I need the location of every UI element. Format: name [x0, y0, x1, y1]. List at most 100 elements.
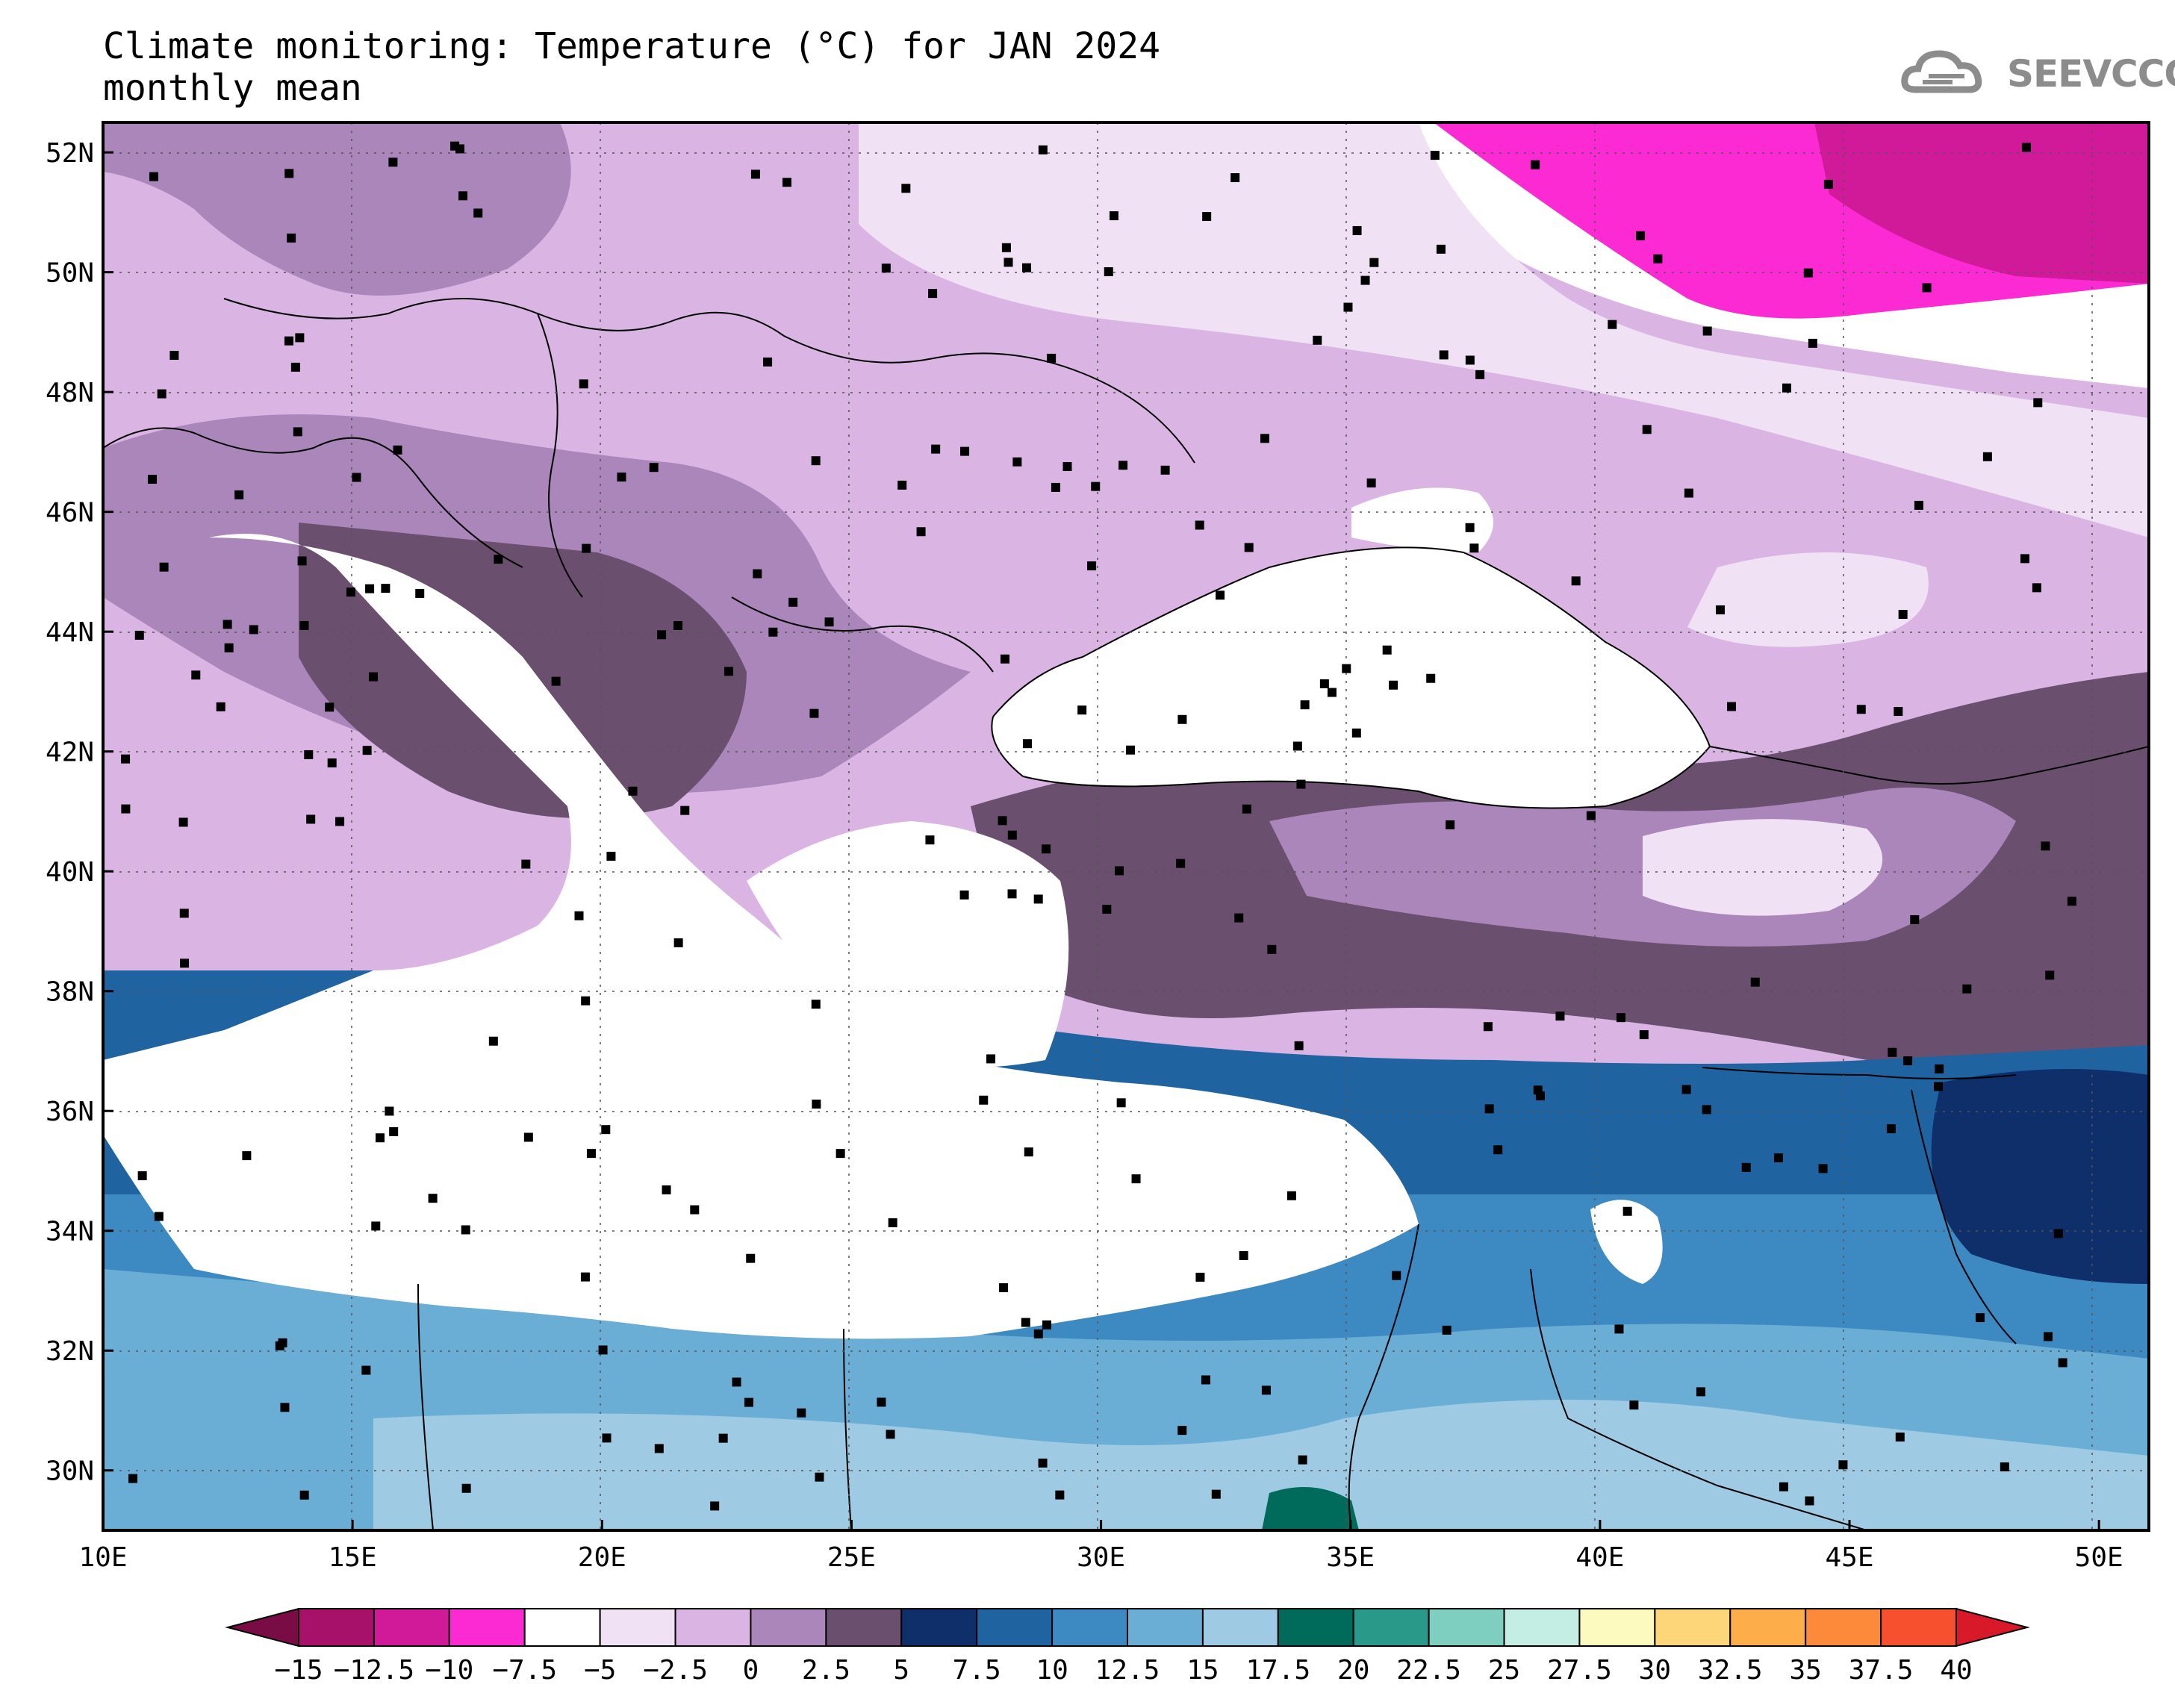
station-marker: [931, 444, 941, 454]
station-marker: [1000, 654, 1009, 664]
colorbar-swatch: [976, 1608, 1054, 1647]
station-marker: [877, 1397, 886, 1407]
station-marker: [1038, 145, 1048, 155]
x-tick-label: 10E: [78, 1542, 127, 1573]
station-marker: [1091, 481, 1101, 491]
colorbar-label: −15: [274, 1655, 323, 1686]
station-marker: [1296, 779, 1306, 789]
station-marker: [216, 702, 225, 711]
station-marker: [368, 672, 378, 682]
station-marker: [788, 597, 798, 607]
station-marker: [1109, 211, 1118, 221]
station-marker: [494, 555, 503, 564]
station-marker: [1244, 543, 1254, 552]
station-marker: [1493, 1145, 1503, 1155]
colorbar-swatch: [900, 1608, 978, 1647]
station-marker: [1342, 664, 1351, 673]
station-marker: [346, 587, 356, 597]
colorbar-label: 27.5: [1547, 1655, 1612, 1686]
station-marker: [881, 264, 891, 273]
station-marker: [1639, 1030, 1649, 1040]
station-marker: [811, 1000, 821, 1009]
station-marker: [1773, 1153, 1783, 1163]
station-marker: [1292, 741, 1302, 751]
station-marker: [297, 556, 307, 566]
colorbar-swatch: [1729, 1608, 1807, 1647]
station-marker: [352, 473, 361, 482]
station-marker: [2058, 1358, 2067, 1368]
colorbar-label: −12.5: [334, 1655, 414, 1686]
station-marker: [582, 543, 591, 553]
station-marker: [299, 620, 309, 630]
x-tick-label: 50E: [2075, 1542, 2123, 1573]
station-marker: [928, 289, 938, 299]
station-marker: [579, 379, 588, 389]
y-tick-label: 50N: [46, 258, 94, 289]
station-marker: [159, 562, 169, 572]
station-marker: [287, 233, 296, 243]
station-marker: [1004, 258, 1013, 267]
station-marker: [1442, 1325, 1451, 1335]
station-marker: [1021, 263, 1031, 272]
colorbar-label: −5: [584, 1655, 616, 1686]
colorbar-swatch: [1428, 1608, 1505, 1647]
station-marker: [1823, 179, 1833, 189]
colorbar-label: 40: [1940, 1655, 1972, 1686]
station-marker: [811, 456, 821, 466]
station-marker: [1118, 461, 1128, 470]
station-marker: [389, 1126, 399, 1136]
temperature-field: [103, 122, 2149, 1530]
station-marker: [673, 938, 683, 947]
station-marker: [1465, 523, 1475, 532]
station-marker: [1042, 1320, 1052, 1330]
station-marker: [473, 208, 483, 218]
station-marker: [1962, 984, 1972, 994]
station-marker: [154, 1212, 164, 1221]
station-marker: [1779, 1482, 1788, 1492]
y-tick-label: 32N: [46, 1336, 94, 1367]
station-marker: [180, 959, 190, 968]
y-tick-label: 46N: [46, 498, 94, 529]
colorbar-swatch: [1654, 1608, 1731, 1647]
station-marker: [1230, 172, 1240, 182]
colorbar-swatch: [750, 1608, 827, 1647]
station-marker: [1622, 1206, 1632, 1216]
station-marker: [385, 1106, 394, 1116]
station-marker: [1261, 1386, 1271, 1395]
y-tick-label: 42N: [46, 738, 94, 768]
station-marker: [1033, 1329, 1043, 1338]
colorbar-swatch: [1503, 1608, 1581, 1647]
station-marker: [1531, 160, 1540, 169]
station-marker: [223, 620, 232, 629]
station-marker: [1426, 673, 1436, 683]
station-marker: [1047, 353, 1057, 363]
station-marker: [2044, 1332, 2053, 1341]
station-marker: [598, 1345, 608, 1355]
colorbar-swatch: [599, 1608, 676, 1647]
station-marker: [458, 191, 468, 201]
x-tick-label: 45E: [1826, 1542, 1874, 1573]
station-marker: [1586, 811, 1596, 820]
station-marker: [1533, 1085, 1543, 1095]
station-marker: [455, 144, 464, 154]
station-marker: [461, 1483, 471, 1493]
station-marker: [242, 1151, 252, 1161]
station-marker: [280, 1403, 290, 1412]
station-marker: [1782, 383, 1792, 393]
station-marker: [295, 333, 305, 343]
station-marker: [1838, 1460, 1848, 1470]
station-marker: [284, 169, 294, 178]
station-marker: [959, 890, 969, 900]
station-marker: [1808, 338, 1817, 348]
colorbar-label: 12.5: [1095, 1655, 1160, 1686]
station-marker: [606, 852, 616, 861]
station-marker: [128, 1474, 138, 1483]
station-marker: [1195, 1272, 1205, 1282]
station-marker: [284, 336, 293, 346]
station-marker: [1805, 1496, 1814, 1506]
station-marker: [1260, 434, 1269, 443]
station-marker: [581, 996, 591, 1006]
station-marker: [1903, 1056, 1913, 1066]
station-marker: [1571, 576, 1581, 586]
